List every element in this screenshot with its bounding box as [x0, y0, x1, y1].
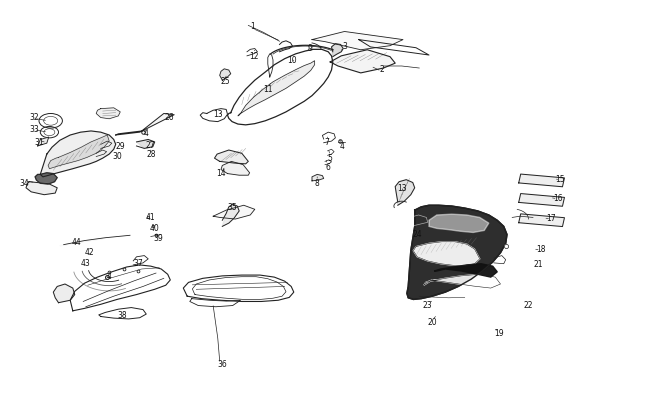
Polygon shape — [330, 51, 395, 74]
Text: 5: 5 — [328, 153, 333, 162]
Text: 3: 3 — [342, 42, 347, 51]
Text: 7: 7 — [324, 138, 329, 147]
Polygon shape — [519, 175, 564, 187]
Text: 43: 43 — [81, 258, 90, 267]
Text: 30: 30 — [112, 151, 122, 160]
Text: 23: 23 — [423, 300, 432, 309]
Polygon shape — [519, 214, 564, 227]
Text: 20: 20 — [428, 318, 437, 326]
Polygon shape — [53, 284, 75, 303]
Polygon shape — [312, 175, 324, 181]
Text: 14: 14 — [216, 169, 226, 178]
Polygon shape — [221, 162, 250, 176]
Text: 31: 31 — [34, 138, 44, 147]
Text: 42: 42 — [85, 247, 94, 256]
Text: 37: 37 — [134, 258, 143, 267]
Polygon shape — [519, 194, 564, 207]
Text: 21: 21 — [534, 260, 543, 269]
Polygon shape — [424, 275, 500, 288]
Polygon shape — [214, 151, 248, 164]
Text: 27: 27 — [146, 141, 155, 149]
Polygon shape — [407, 206, 507, 300]
Text: 17: 17 — [547, 213, 556, 222]
Polygon shape — [136, 140, 155, 149]
Text: 8: 8 — [315, 179, 320, 188]
Text: 26: 26 — [165, 113, 174, 122]
Text: 16: 16 — [553, 193, 562, 202]
Polygon shape — [38, 138, 49, 147]
Text: 41: 41 — [146, 212, 155, 221]
Polygon shape — [48, 136, 109, 169]
Polygon shape — [60, 239, 103, 246]
Text: 19: 19 — [495, 328, 504, 337]
Text: 2: 2 — [379, 65, 384, 74]
Text: 4: 4 — [143, 128, 148, 137]
Text: 6: 6 — [325, 162, 330, 171]
Text: 11: 11 — [264, 85, 273, 94]
Text: 34: 34 — [20, 179, 30, 188]
Polygon shape — [434, 264, 497, 277]
Text: 12: 12 — [249, 51, 258, 60]
Text: 38: 38 — [118, 311, 127, 320]
Text: 33: 33 — [29, 124, 39, 133]
Text: 44: 44 — [72, 238, 82, 247]
Text: 9: 9 — [307, 44, 313, 53]
Text: 35: 35 — [227, 203, 238, 212]
Text: 10: 10 — [288, 55, 297, 64]
Text: 32: 32 — [29, 113, 38, 122]
Text: 15: 15 — [556, 175, 565, 183]
Text: 40: 40 — [149, 223, 159, 232]
Text: 36: 36 — [217, 359, 228, 368]
Polygon shape — [312, 32, 403, 51]
Polygon shape — [238, 62, 315, 117]
Text: 18: 18 — [536, 245, 545, 254]
Polygon shape — [222, 205, 239, 227]
Text: 39: 39 — [153, 234, 162, 243]
Text: 29: 29 — [116, 142, 125, 151]
Text: 4: 4 — [340, 141, 345, 150]
Polygon shape — [40, 132, 116, 177]
Polygon shape — [413, 242, 480, 266]
Text: 22: 22 — [523, 300, 532, 309]
Text: 24: 24 — [413, 230, 422, 239]
Text: 28: 28 — [146, 149, 155, 158]
Text: 13: 13 — [397, 184, 406, 193]
Text: 1: 1 — [250, 22, 255, 31]
Polygon shape — [395, 180, 415, 206]
Polygon shape — [220, 70, 231, 81]
Text: 4: 4 — [107, 272, 112, 281]
Polygon shape — [429, 215, 489, 233]
Polygon shape — [35, 173, 57, 185]
Text: 25: 25 — [220, 77, 229, 85]
Polygon shape — [213, 206, 255, 220]
Polygon shape — [26, 182, 57, 195]
Polygon shape — [116, 114, 174, 136]
Text: 13: 13 — [213, 110, 222, 119]
Polygon shape — [96, 109, 120, 119]
Polygon shape — [332, 45, 343, 58]
